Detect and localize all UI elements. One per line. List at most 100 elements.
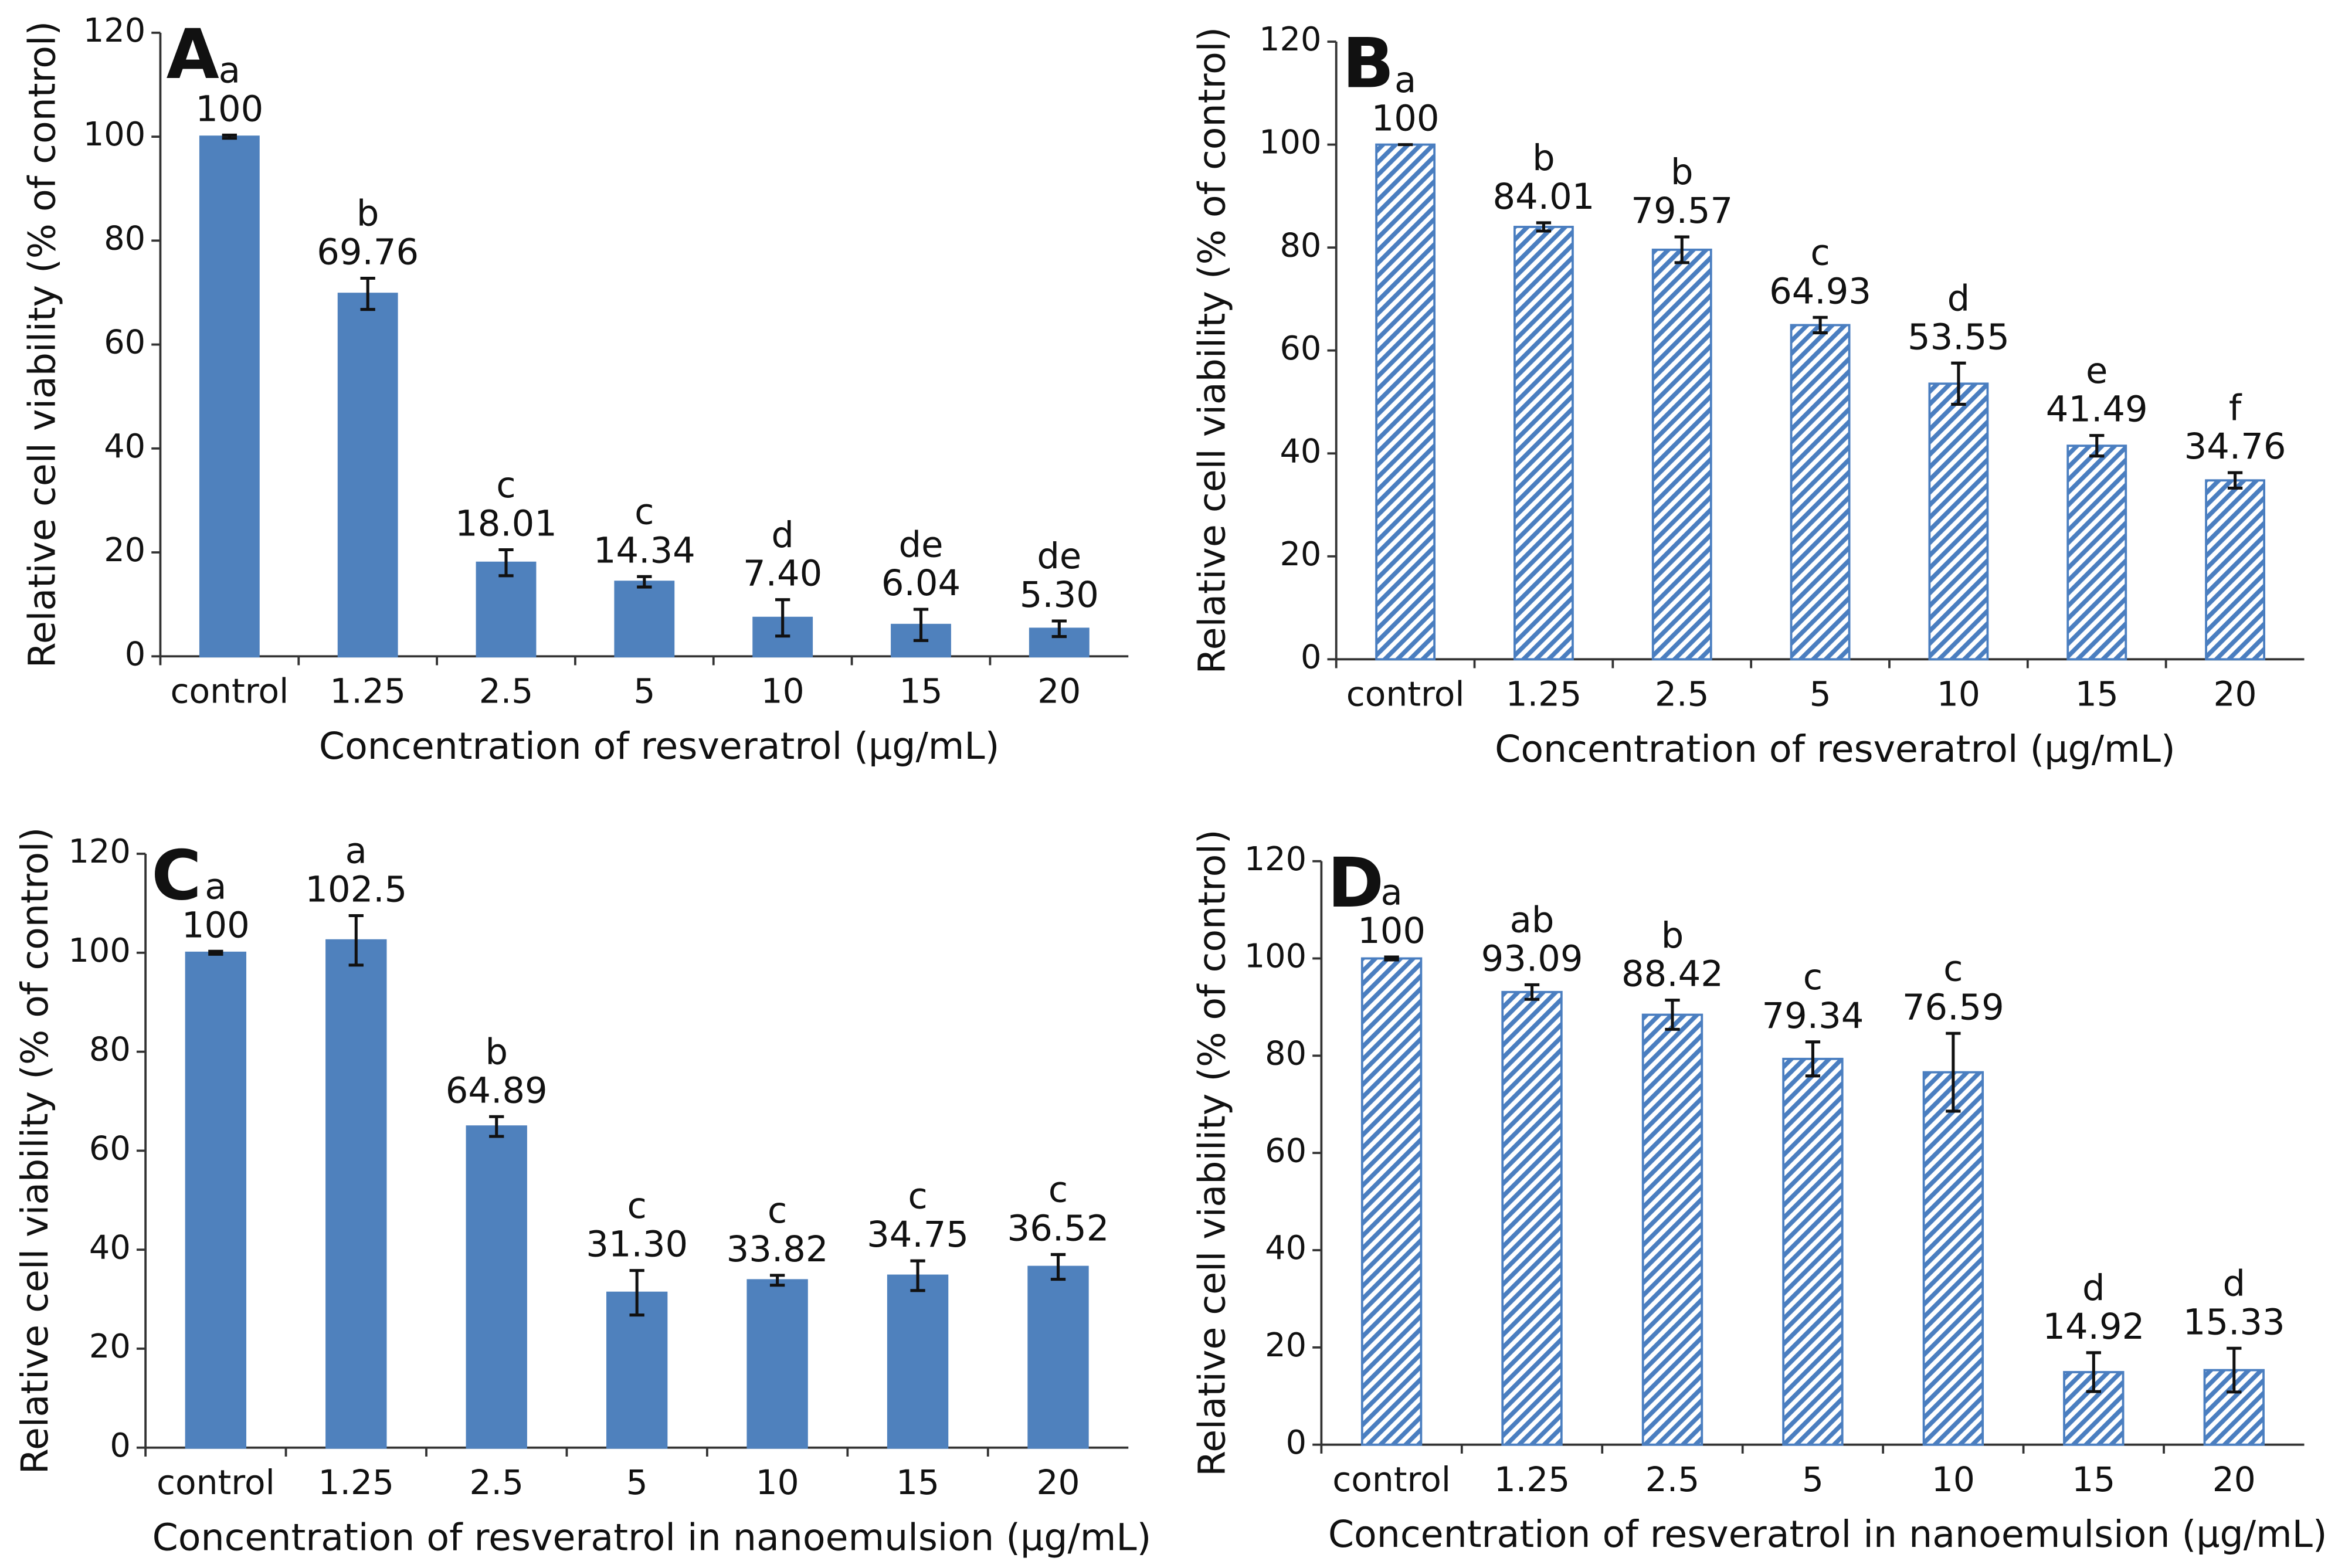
significance-letter: c bbox=[1048, 1170, 1068, 1211]
significance-letter: b bbox=[1532, 138, 1555, 179]
significance-letter: d bbox=[2082, 1268, 2105, 1309]
y-tick-label: 60 bbox=[1265, 1132, 1306, 1170]
x-tick-label: control bbox=[1346, 674, 1465, 714]
significance-letter: d bbox=[1947, 278, 1970, 319]
significance-letter: c bbox=[1943, 949, 1963, 990]
value-label: 5.30 bbox=[1020, 575, 1099, 616]
y-tick-label: 80 bbox=[1265, 1034, 1306, 1073]
x-tick-label: 15 bbox=[2072, 1460, 2115, 1499]
y-tick-label: 0 bbox=[1301, 638, 1321, 676]
x-axis-label: Concentration of resveratrol (μg/mL) bbox=[1495, 727, 2175, 771]
value-label: 33.82 bbox=[727, 1229, 829, 1270]
x-tick-label: 20 bbox=[2214, 674, 2257, 714]
value-label: 93.09 bbox=[1481, 938, 1583, 979]
significance-letter: c bbox=[634, 492, 654, 533]
y-tick-label: 120 bbox=[1244, 840, 1306, 878]
bar bbox=[1513, 226, 1574, 661]
y-tick-label: 120 bbox=[83, 12, 145, 50]
error-bar bbox=[1665, 999, 1680, 1031]
value-label: 34.76 bbox=[2184, 426, 2286, 467]
bar bbox=[325, 939, 387, 1449]
x-axis-label: Concentration of resveratrol (μg/mL) bbox=[319, 724, 999, 768]
x-tick-label: 2.5 bbox=[1645, 1460, 1700, 1499]
x-tick-label: 1.25 bbox=[318, 1462, 394, 1502]
value-label: 6.04 bbox=[881, 563, 961, 604]
error-bar bbox=[1536, 221, 1552, 233]
y-tick-label: 120 bbox=[1259, 21, 1321, 59]
error-bar bbox=[1524, 983, 1540, 1001]
error-bar bbox=[775, 598, 790, 638]
error-bar bbox=[498, 548, 514, 578]
bar bbox=[2205, 479, 2265, 661]
value-label: 14.92 bbox=[2042, 1306, 2144, 1348]
y-tick-label: 20 bbox=[1280, 535, 1322, 573]
value-label: 100 bbox=[182, 905, 250, 946]
significance-letter: f bbox=[2229, 388, 2242, 429]
significance-letter: c bbox=[908, 1176, 927, 1217]
value-label: 64.89 bbox=[446, 1070, 548, 1111]
x-tick-label: 10 bbox=[1937, 674, 1980, 714]
x-tick-label: control bbox=[170, 671, 289, 711]
bar bbox=[199, 135, 260, 658]
y-tick-label: 60 bbox=[1280, 330, 1322, 368]
significance-letter: a bbox=[1380, 872, 1402, 913]
x-tick-label: 1.25 bbox=[330, 671, 406, 711]
y-tick-label: 0 bbox=[125, 635, 145, 673]
bar bbox=[185, 951, 247, 1449]
bar bbox=[614, 581, 675, 658]
bar bbox=[1027, 1265, 1089, 1449]
x-tick-label: 10 bbox=[756, 1462, 799, 1502]
significance-letter: b bbox=[357, 194, 379, 235]
significance-letter: a bbox=[205, 867, 226, 908]
significance-letter: d bbox=[771, 515, 794, 556]
y-tick-label: 120 bbox=[69, 833, 131, 871]
x-tick-label: 2.5 bbox=[1655, 674, 1709, 714]
x-tick-label: 2.5 bbox=[469, 1462, 524, 1502]
x-tick-label: control bbox=[1332, 1460, 1451, 1499]
bar bbox=[1782, 1057, 1844, 1446]
error-bar bbox=[1051, 619, 1067, 639]
bar bbox=[1360, 957, 1423, 1446]
panel: 0 20 40 60 80 100 120 Relative cell viability (… bbox=[21, 12, 1129, 768]
error-bar bbox=[913, 607, 929, 642]
error-bar bbox=[769, 1274, 785, 1287]
x-tick-label: 15 bbox=[2075, 674, 2119, 714]
y-tick-label: 100 bbox=[1244, 938, 1306, 976]
error-bar bbox=[1946, 1031, 1961, 1113]
y-axis-label: Relative cell viability (% of control) bbox=[1190, 27, 1234, 674]
value-label: 100 bbox=[195, 89, 263, 130]
bar bbox=[1501, 990, 1563, 1446]
value-label: 36.52 bbox=[1007, 1209, 1109, 1250]
error-bar bbox=[1384, 955, 1399, 962]
significance-letter: c bbox=[496, 465, 515, 506]
y-tick-label: 20 bbox=[1265, 1326, 1306, 1365]
x-tick-label: 5 bbox=[1810, 674, 1831, 714]
significance-letter: b bbox=[1661, 915, 1684, 956]
x-tick-label: 20 bbox=[1036, 1462, 1080, 1502]
y-axis-label: Relative cell viability (% of control) bbox=[13, 827, 56, 1475]
error-bar bbox=[1674, 235, 1689, 264]
x-tick-label: 15 bbox=[899, 671, 942, 711]
error-bar bbox=[1050, 1253, 1066, 1281]
x-axis-label: Concentration of resveratrol in nanoemul… bbox=[152, 1515, 1152, 1559]
error-bar bbox=[1813, 315, 1828, 335]
bar bbox=[1375, 143, 1436, 661]
panel: 0 20 40 60 80 100 120 Relative cell viability (… bbox=[13, 827, 1151, 1559]
x-tick-label: 5 bbox=[1802, 1460, 1824, 1499]
y-tick-label: 60 bbox=[89, 1130, 131, 1168]
y-tick-label: 40 bbox=[104, 427, 145, 466]
error-bar bbox=[2086, 1351, 2101, 1393]
x-tick-label: 1.25 bbox=[1494, 1460, 1570, 1499]
significance-letter: de bbox=[1037, 536, 1081, 577]
panel: 0 20 40 60 80 100 120 Relative cell viability (… bbox=[1190, 21, 2305, 771]
value-label: 34.75 bbox=[867, 1214, 969, 1255]
x-tick-label: 5 bbox=[626, 1462, 648, 1502]
significance-letter: ab bbox=[1510, 900, 1555, 941]
y-tick-label: 100 bbox=[1259, 124, 1321, 162]
value-label: 7.40 bbox=[743, 554, 822, 595]
significance-letter: a bbox=[345, 831, 367, 872]
panel-letter: A bbox=[167, 15, 219, 94]
error-bar bbox=[1805, 1040, 1821, 1078]
panel-letter: D bbox=[1328, 844, 1384, 923]
y-tick-label: 80 bbox=[104, 219, 145, 257]
